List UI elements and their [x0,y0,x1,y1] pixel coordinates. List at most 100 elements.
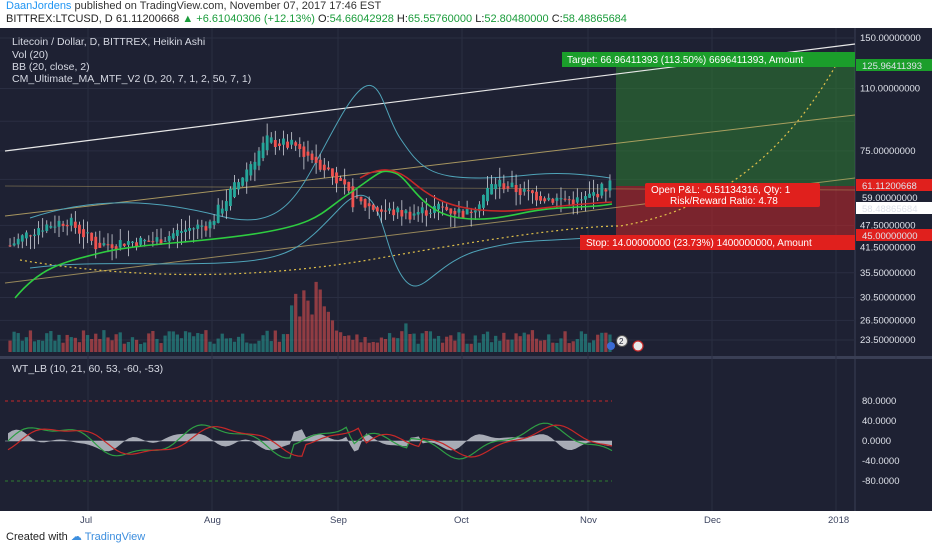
volume-bar [583,333,588,352]
volume-bar [318,289,322,352]
chart-canvas[interactable]: Target: 66.96411393 (113.50%) 6696411393… [0,28,932,528]
time-tick-label: 2018 [828,515,849,526]
vol-legend[interactable]: Vol (20) [12,49,49,61]
candle-body [257,150,261,166]
volume-bar [387,333,392,352]
candle-body [412,213,416,216]
target-zone[interactable] [616,56,855,186]
volume-bar [114,334,118,352]
candle-body [539,195,543,201]
volume-bar [257,340,261,352]
volume-bar [432,338,437,352]
candle-body [482,194,485,208]
volume-bar [592,340,596,352]
author-link[interactable]: DaanJordens [6,0,72,12]
pnl-label-box[interactable] [645,183,820,207]
candle-body [20,235,24,242]
time-axis[interactable]: Jul Aug Sep Oct Nov Dec 2018 [80,515,849,526]
candle-body [57,220,61,227]
candle-body [339,177,343,181]
pane-separator[interactable] [0,356,932,359]
volume-bar [326,311,330,352]
candle-body [253,161,257,170]
candle-body [314,156,318,163]
time-axis-bg [0,511,932,528]
time-tick-label: Sep [330,515,347,526]
volume-bar [494,335,498,352]
volume-bar [465,343,469,352]
volume-bar [457,332,461,352]
candle-body [490,183,494,195]
bb-legend[interactable]: BB (20, close, 2) [12,61,90,73]
candle-body [131,241,134,243]
event-badge[interactable] [616,335,628,347]
wt-legend[interactable]: WT_LB (10, 21, 60, 53, -60, -53) [12,363,164,375]
volume-bar [489,342,494,352]
volume-bar [151,330,155,352]
candle-body [98,242,102,248]
osc-axis[interactable]: 80.0000 40.0000 0.0000 -40.0000 -80.0000 [862,396,900,487]
close-price-text: 58.48865684 [862,204,917,215]
volume-bar [220,333,224,352]
candle-body [530,190,534,194]
volume-bar [94,333,98,352]
candle-body [114,246,118,249]
tradingview-logo-icon[interactable]: ☁ [70,531,82,543]
trendline-channel-top[interactable] [4,114,856,217]
dividend-flag-icon[interactable] [607,342,615,350]
stop-label-box[interactable] [580,235,855,250]
candle-body [118,240,122,248]
candle-body [543,198,547,202]
volume-bar [98,338,102,352]
candle-body [367,203,371,207]
target-label-box[interactable] [562,52,855,67]
price-axis[interactable]: 150.00000000 110.00000000 75.00000000 47.50… [860,33,921,346]
candle-body [600,183,604,196]
candle-body [126,241,130,245]
candle-body [384,210,387,212]
volume-bar [236,336,241,352]
projection-curve[interactable] [19,57,841,276]
price-tick-label: 26.50000000 [860,315,915,326]
osc-histogram [8,429,612,452]
volume-bar [530,330,535,352]
volume-bar [85,335,90,352]
candle-body [192,228,196,230]
volume-bar [12,331,16,352]
volume-bar [273,330,277,352]
volume-bar [179,338,184,352]
volume-bar [61,342,65,352]
candle-body [469,211,473,214]
volume-bar [400,331,404,352]
candle-body [477,204,481,212]
volume-bar [351,339,355,352]
price-tick-label: 150.00000000 [860,33,921,44]
ma-legend[interactable]: CM_Ultimate_MA_MTF_V2 (D, 20, 7, 1, 2, 5… [12,73,252,85]
volume-bars [8,281,612,352]
candle-body [73,221,77,228]
last-price-tag [856,179,932,191]
volume-bar [212,343,216,352]
volume-bar [81,330,86,352]
candle-body [375,207,379,212]
volume-bar [436,335,441,352]
volume-bar [208,341,212,352]
volume-bar [510,339,514,352]
event-flag-icon[interactable] [632,340,644,352]
volume-bar [338,332,343,352]
volume-bar [477,342,481,352]
tradingview-link[interactable]: TradingView [84,531,146,543]
candle-body [608,180,612,191]
candle-body [228,188,232,207]
volume-bar [36,340,41,352]
candle-body [588,193,591,198]
last-price: 61.11200668 [115,13,180,25]
volume-bar [20,340,24,352]
volume-bar [171,331,175,352]
volume-bar [147,333,151,352]
entry-price-text: 59.00000000 [862,193,917,204]
volume-bar [543,340,547,352]
chart-title[interactable]: Litecoin / Dollar, D, BITTREX, Heikin As… [12,36,206,48]
candle-body [37,228,41,236]
candle-body [159,239,163,244]
